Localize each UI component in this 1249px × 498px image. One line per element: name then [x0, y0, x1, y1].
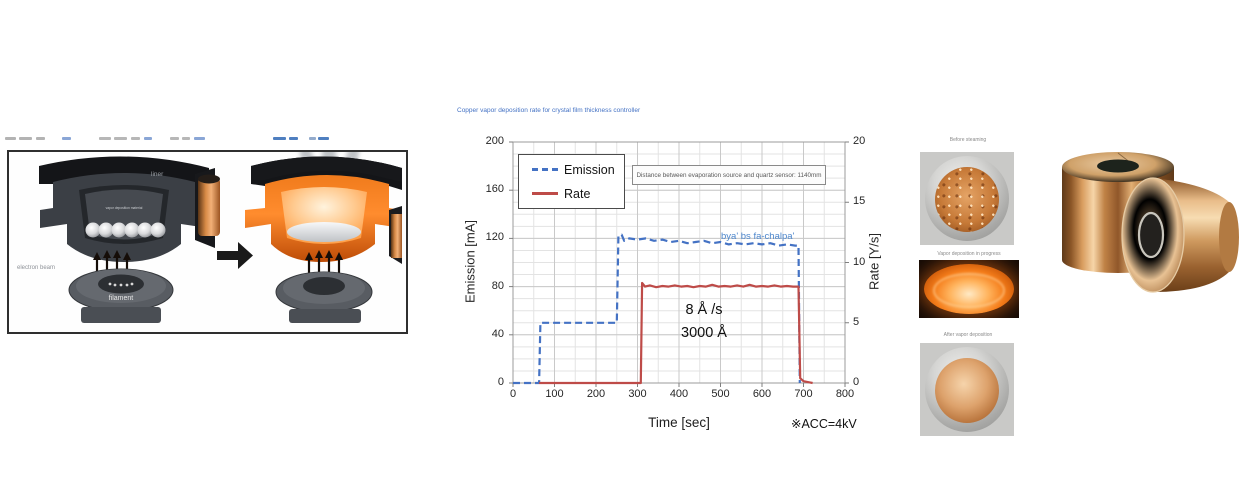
fine-print-segment	[131, 137, 140, 140]
tick-label: 200	[586, 388, 606, 400]
filament-base	[81, 307, 161, 323]
liner-label: liner	[151, 171, 164, 178]
tick-label: 700	[794, 388, 813, 400]
rate-note: bya' bs fa-chalpa'	[721, 231, 795, 242]
evaporation-diagram-frame: vapor deposition material liner electron…	[7, 137, 408, 334]
fine-print-segment	[194, 137, 205, 140]
copper-coil-hot	[391, 214, 402, 258]
photo-caption-before: Before steaming	[949, 137, 987, 143]
tick-label: 200	[485, 135, 504, 147]
setpoint-annotation: 8 Å /s 3000 Å	[645, 299, 763, 345]
fine-print-segment	[170, 137, 179, 140]
hot-source-illustration	[245, 137, 402, 323]
hot-filament-base	[289, 309, 361, 323]
fine-print-segment	[62, 137, 71, 140]
x-axis-label: Time [sec]	[648, 415, 710, 430]
filament-coil	[108, 282, 134, 287]
electron-beam-arrowheads	[93, 250, 131, 260]
tick-label: 0	[497, 376, 504, 388]
fine-print-segment	[36, 137, 45, 140]
y-axis-left-label: Emission [mA]	[462, 219, 478, 304]
fine-print-segment	[5, 137, 16, 140]
tick-label: 500	[711, 388, 730, 400]
copper-pellets	[935, 166, 999, 232]
copper-foil-rolls	[1062, 152, 1239, 293]
tick-label: 100	[545, 388, 564, 400]
fine-print-segment	[144, 137, 152, 140]
setpoint-thickness: 3000 Å	[681, 325, 727, 341]
fine-print-segment	[114, 137, 127, 140]
copper-coil-cold-top	[198, 174, 220, 184]
tick-label: 0	[853, 376, 860, 388]
tick-label: 800	[835, 388, 855, 400]
copper-coil-cold	[198, 178, 220, 236]
roll-core-hole	[1137, 211, 1165, 259]
melt-rim	[933, 272, 1005, 308]
evaporation-diagram: vapor deposition material liner electron…	[17, 137, 402, 323]
cold-source-illustration: vapor deposition material liner electron…	[17, 156, 220, 323]
rate-line-sample	[532, 192, 558, 195]
solidified-copper-pool	[935, 357, 999, 423]
y-axis-right-label: Rate [Y/s]	[866, 232, 882, 291]
fine-print-segment	[289, 137, 298, 140]
material-pellets	[85, 222, 166, 238]
rate-series-line	[539, 281, 813, 385]
fine-print-row	[0, 137, 340, 141]
distance-annotation: Distance between evaporation source and …	[632, 165, 826, 185]
emission-series-line	[513, 233, 801, 385]
filament-label: filament	[109, 295, 134, 302]
tick-label: 15	[853, 195, 866, 208]
tick-label: 600	[752, 388, 772, 400]
setpoint-rate: 8 Å /s	[685, 302, 723, 318]
photo-caption-after: After vapor deposition	[943, 332, 993, 338]
tick-label: 120	[485, 231, 504, 244]
fine-print-segment	[309, 137, 316, 140]
photo-after-deposition	[920, 343, 1014, 436]
fine-print-segment	[273, 137, 286, 140]
hot-hood-shadow	[251, 156, 402, 182]
chart-title: Copper vapor deposition rate for crystal…	[457, 107, 641, 114]
tick-label: 10	[853, 255, 866, 268]
acc-footnote: ※ACC=4kV	[791, 417, 857, 431]
chart-legend: Emission Rate	[518, 154, 625, 209]
roll-core-hole	[1097, 159, 1139, 173]
emission-line-sample	[532, 168, 558, 171]
fine-print-segment	[182, 137, 190, 140]
tick-label: 160	[485, 183, 504, 196]
electron-beam-label: electron beam	[17, 265, 55, 271]
tick-label: 40	[491, 327, 504, 340]
hot-beam-arrowheads	[305, 250, 343, 260]
hot-filament-opening	[303, 277, 345, 295]
legend-label: Emission	[564, 162, 615, 177]
transition-arrow-icon	[217, 242, 253, 269]
fine-print-segment	[19, 137, 32, 140]
copper-roll-right	[1121, 177, 1239, 293]
tick-label: 300	[628, 388, 647, 400]
tick-label: 400	[669, 388, 689, 400]
legend-entry-emission: Emission	[532, 163, 624, 177]
fine-print-segment	[99, 137, 111, 140]
legend-label: Rate	[564, 186, 591, 201]
tick-label: 5	[853, 315, 860, 328]
molten-pool	[287, 222, 361, 242]
tick-label: 0	[509, 388, 517, 400]
legend-entry-rate: Rate	[532, 187, 624, 201]
fine-print-segment	[318, 137, 329, 140]
photo-during-deposition	[919, 260, 1019, 318]
material-label: vapor deposition material	[106, 206, 143, 210]
photo-before-deposition	[920, 152, 1014, 245]
tick-label: 80	[491, 279, 504, 292]
photo-caption-during: Vapor deposition in progress	[937, 251, 1001, 257]
tick-label: 20	[853, 135, 866, 147]
hood-top	[39, 156, 209, 188]
